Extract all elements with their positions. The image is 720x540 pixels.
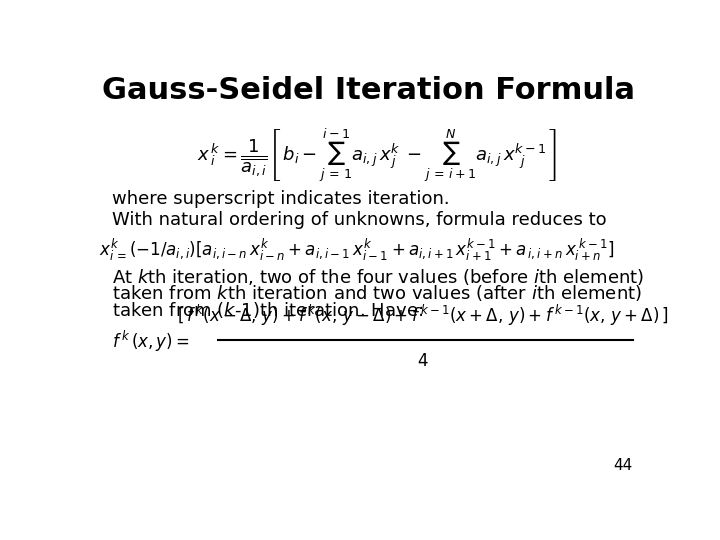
Text: $x^{\,k}_{\,i} = \dfrac{1}{\overline{a_{i,i}}}\left[\,b_i - \sum_{j\,=\,1}^{i-1}: $x^{\,k}_{\,i} = \dfrac{1}{\overline{a_{… (197, 126, 557, 184)
Text: taken from $k$th iteration and two values (after $i$th element): taken from $k$th iteration and two value… (112, 284, 642, 303)
Text: $x^{k}_{i\,=}(-1/a_{i,i})[a_{i,i-n}\,x^{k}_{i-n} + a_{i,i-1}\,x^{k}_{i-1} + a_{i: $x^{k}_{i\,=}(-1/a_{i,i})[a_{i,i-n}\,x^{… (99, 237, 615, 264)
Text: Gauss-Seidel Iteration Formula: Gauss-Seidel Iteration Formula (102, 76, 636, 105)
Text: $[\,f^{\,k}(x-\Delta,\,y) + f^{\,k}(x,\,y-\Delta) + f^{\,k-1}(x+\Delta,\,y) + f^: $[\,f^{\,k}(x-\Delta,\,y) + f^{\,k}(x,\,… (177, 303, 669, 328)
Text: $4$: $4$ (418, 353, 429, 370)
Text: With natural ordering of unknowns, formula reduces to: With natural ordering of unknowns, formu… (112, 211, 606, 229)
Text: where superscript indicates iteration.: where superscript indicates iteration. (112, 190, 449, 207)
Text: taken from ($k$-1)th iteration. Have:: taken from ($k$-1)th iteration. Have: (112, 300, 423, 320)
Text: 44: 44 (613, 458, 632, 473)
Text: $f^{\,k}_{}\,(x, y) = $: $f^{\,k}_{}\,(x, y) = $ (112, 328, 189, 353)
Text: At $k$th iteration, two of the four values (before $i$th element): At $k$th iteration, two of the four valu… (112, 267, 644, 287)
